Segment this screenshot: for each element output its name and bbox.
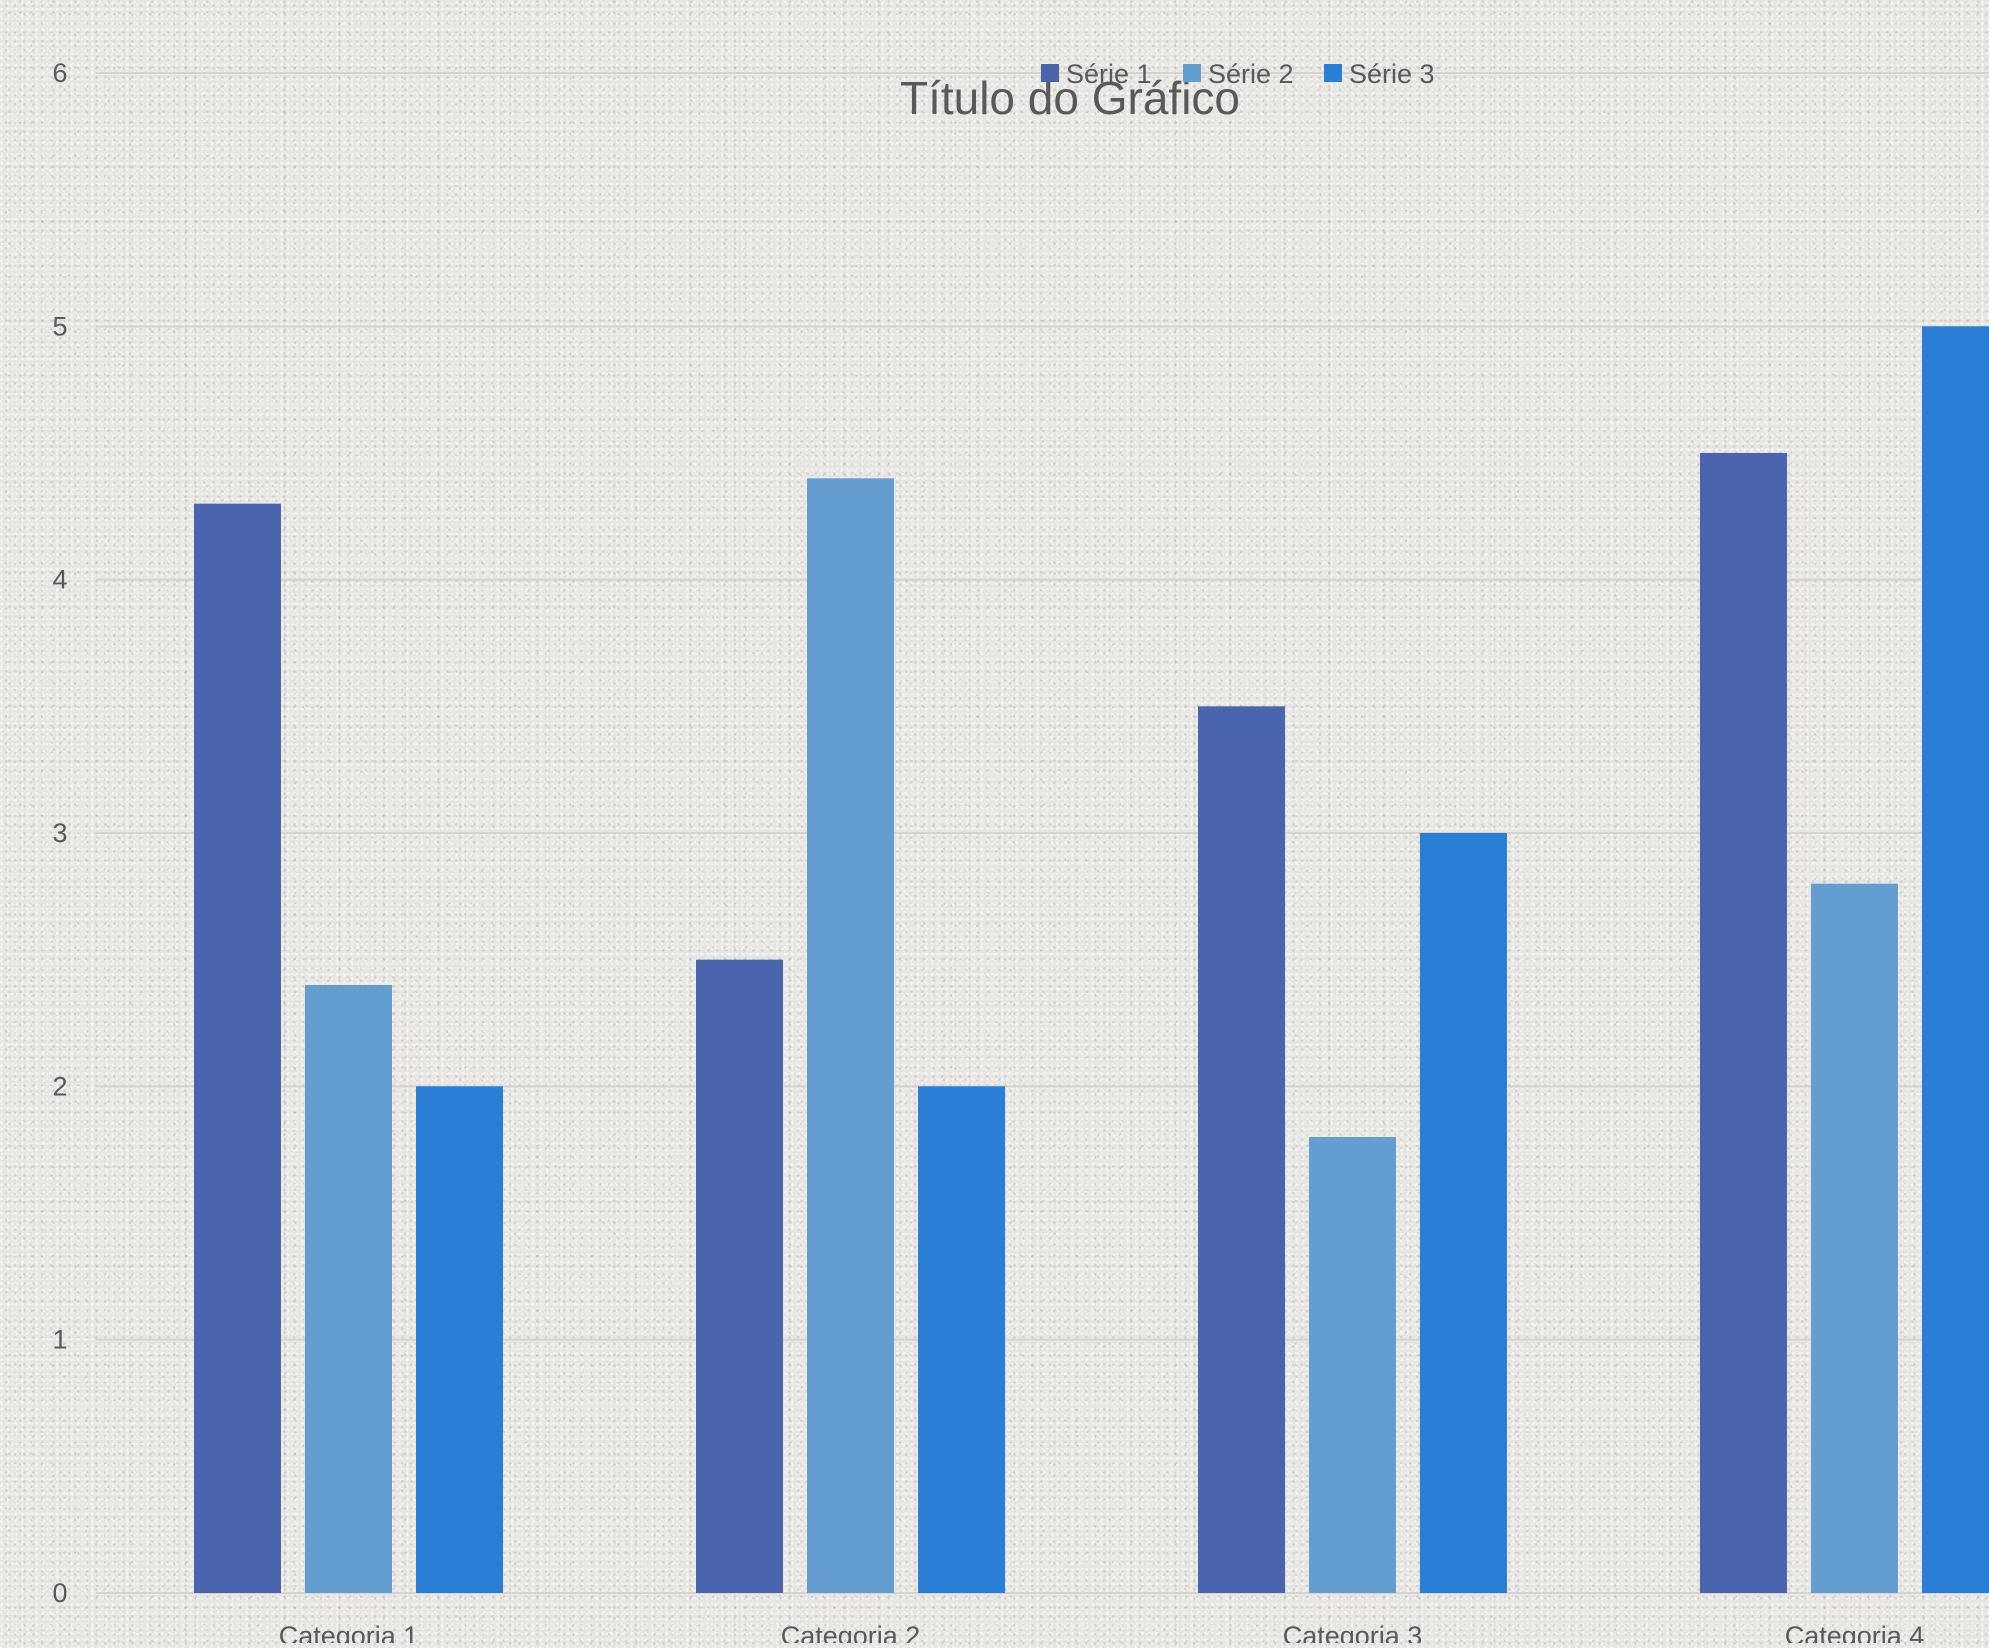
bar [1811, 883, 1898, 1593]
bar [1198, 706, 1285, 1593]
x-tick-label: Categoria 4 [1785, 1621, 1925, 1643]
legend-swatch [1183, 64, 1201, 82]
y-tick-label: 1 [52, 1325, 67, 1355]
legend-swatch [1324, 64, 1342, 82]
legend-item: Série 3 [1324, 59, 1435, 89]
bar [1700, 453, 1787, 1593]
bar [416, 1086, 503, 1593]
y-tick-label: 4 [52, 565, 67, 595]
legend-label: Série 1 [1066, 59, 1152, 89]
bar [305, 985, 392, 1593]
bar [918, 1086, 1005, 1593]
legend-label: Série 3 [1349, 59, 1435, 89]
y-tick-label: 3 [52, 818, 67, 848]
bar [1922, 326, 1989, 1593]
bar [696, 959, 783, 1593]
y-tick-label: 6 [52, 58, 67, 88]
y-tick-label: 5 [52, 311, 67, 341]
bar [1420, 833, 1507, 1593]
y-tick-label: 2 [52, 1071, 67, 1101]
x-tick-label: Categoria 1 [279, 1621, 419, 1643]
legend: Série 1 Série 2 Série 3 [1041, 59, 1435, 89]
bar [807, 478, 894, 1593]
legend-swatch [1041, 64, 1059, 82]
bars [194, 326, 1989, 1594]
gridlines [96, 72, 1989, 1594]
legend-item: Série 1 [1041, 59, 1152, 89]
legend-item: Série 2 [1183, 59, 1294, 89]
bar [194, 503, 281, 1594]
legend-label: Série 2 [1208, 59, 1294, 89]
x-tick-label: Categoria 3 [1283, 1621, 1423, 1643]
x-tick-label: Categoria 2 [781, 1621, 921, 1643]
y-tick-label: 0 [52, 1578, 67, 1608]
y-axis-ticks: 0 1 2 3 4 5 6 [52, 58, 67, 1608]
bar [1309, 1137, 1396, 1593]
x-axis-ticks: Categoria 1 Categoria 2 Categoria 3 Categor… [279, 1621, 1925, 1648]
